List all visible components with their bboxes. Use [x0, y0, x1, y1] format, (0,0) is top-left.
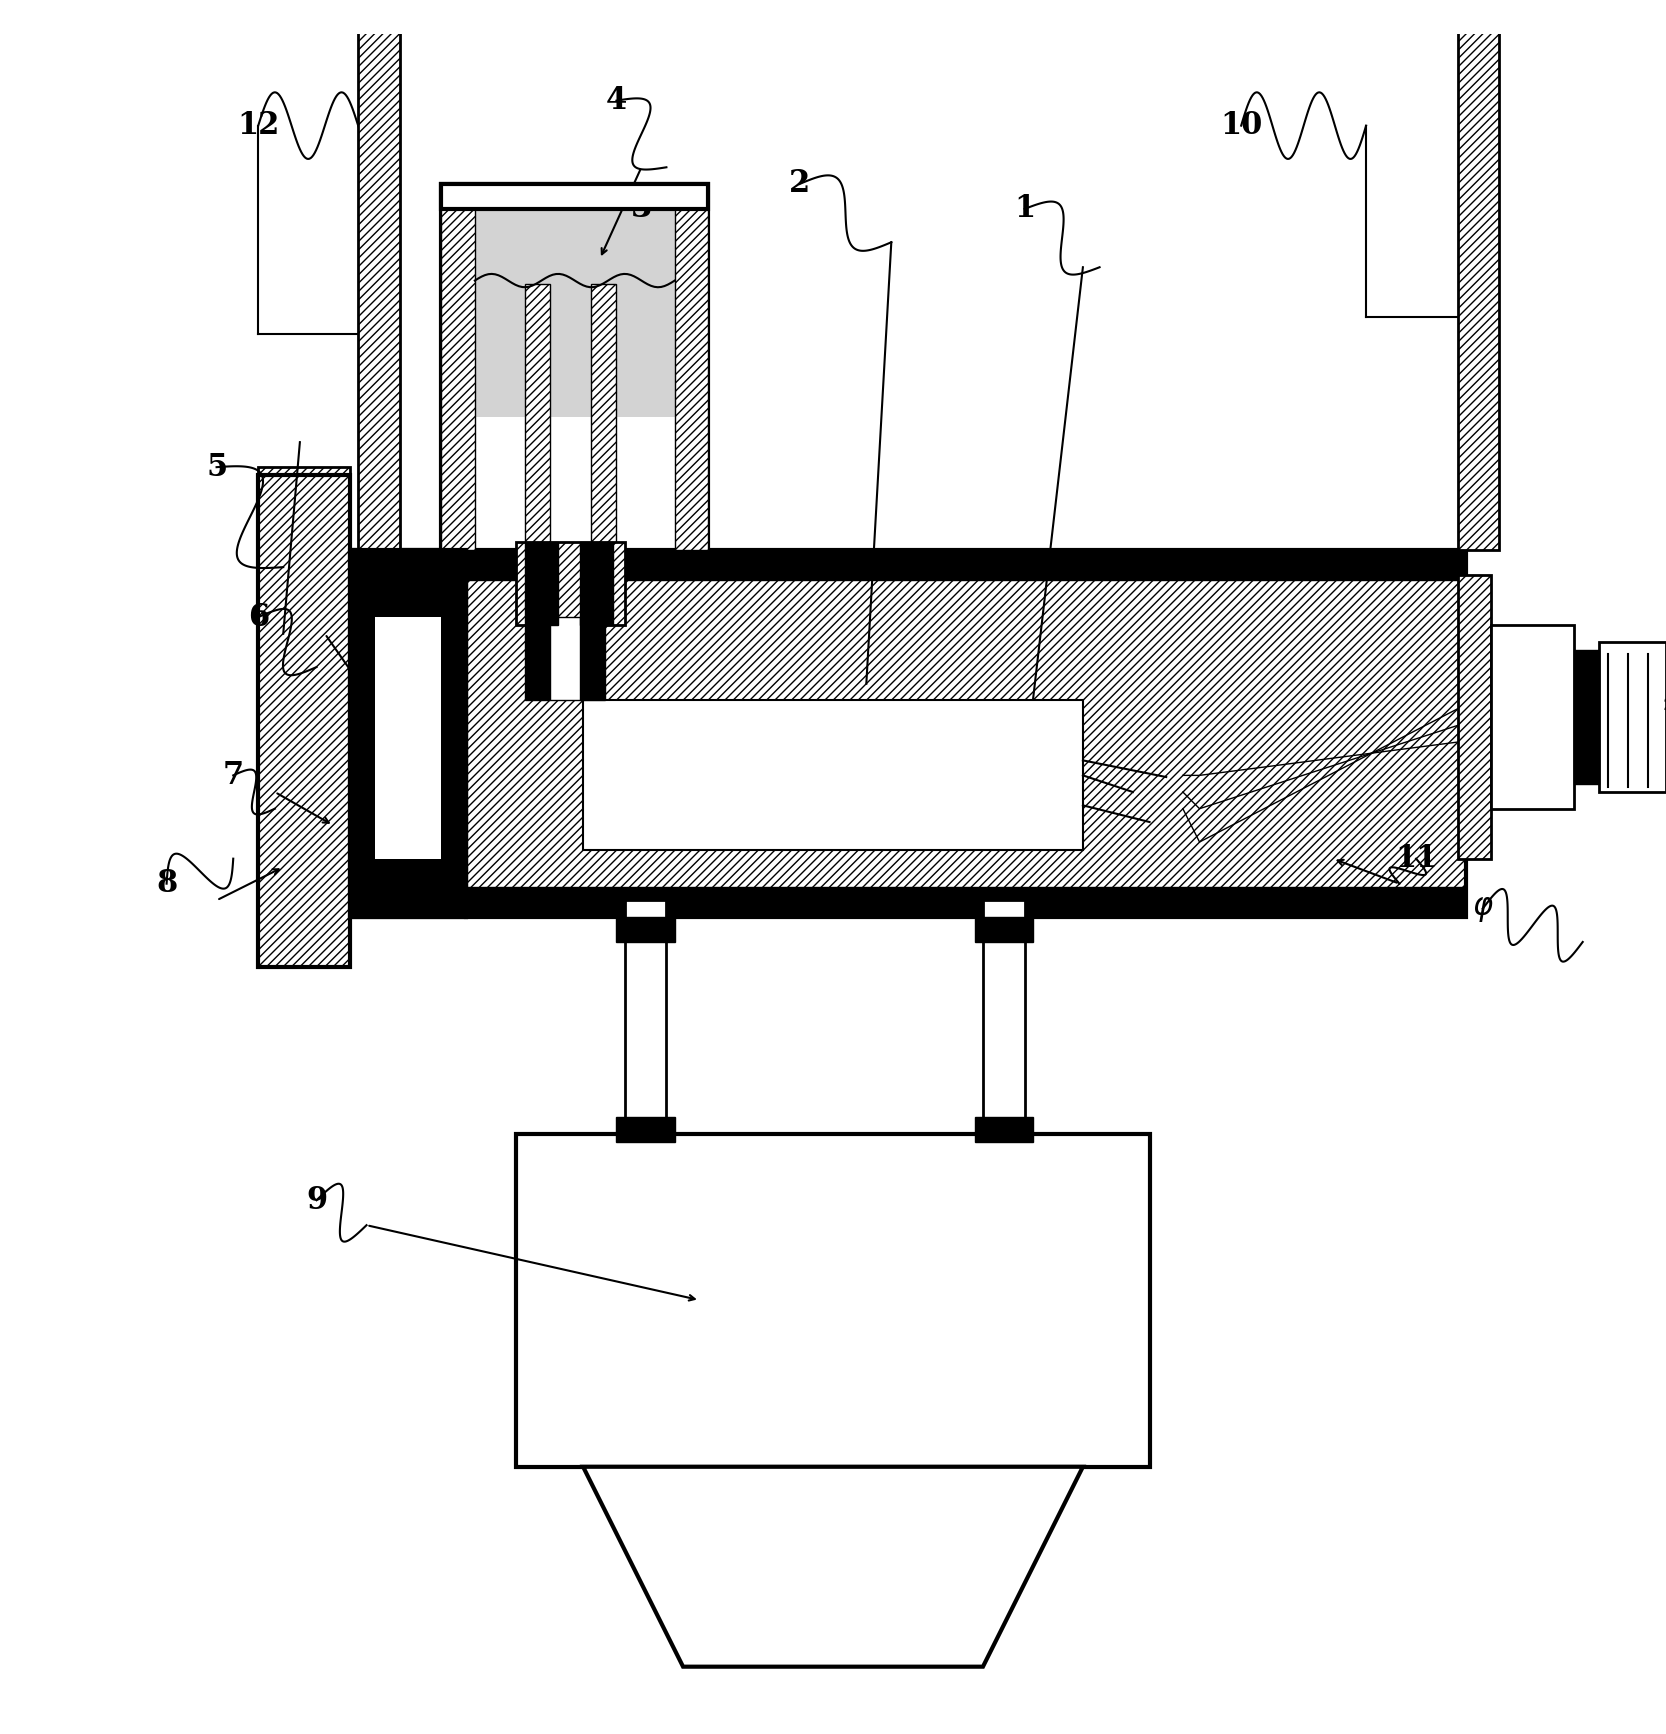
Bar: [350, 550, 466, 917]
Text: 12: 12: [237, 111, 280, 140]
Text: 5: 5: [207, 451, 227, 482]
Bar: [441, 184, 708, 550]
Bar: [591, 284, 616, 550]
Bar: [616, 1117, 675, 1143]
Bar: [258, 475, 350, 968]
Text: 3: 3: [631, 194, 651, 224]
Text: 8: 8: [157, 869, 177, 900]
Bar: [258, 475, 350, 968]
Text: 4: 4: [606, 85, 626, 116]
Bar: [466, 550, 1466, 581]
Bar: [350, 550, 466, 917]
Bar: [580, 543, 613, 626]
Bar: [1599, 642, 1666, 792]
Bar: [350, 550, 466, 917]
Bar: [1458, 576, 1491, 858]
Bar: [358, 17, 400, 550]
Text: 7: 7: [223, 759, 243, 791]
Bar: [583, 701, 1083, 850]
Bar: [616, 917, 675, 942]
Bar: [975, 1117, 1033, 1143]
Text: 1: 1: [1015, 194, 1035, 224]
Bar: [516, 1134, 1150, 1467]
Bar: [1491, 626, 1574, 808]
Text: 9: 9: [307, 1184, 327, 1216]
Text: 10: 10: [1220, 111, 1263, 140]
Bar: [375, 617, 441, 858]
Bar: [1458, 17, 1499, 550]
Bar: [975, 917, 1033, 942]
Polygon shape: [583, 1467, 1083, 1666]
Bar: [466, 888, 1466, 917]
Text: $\varphi$: $\varphi$: [1471, 893, 1494, 924]
Bar: [466, 550, 1466, 917]
Bar: [1574, 650, 1599, 784]
Bar: [580, 617, 605, 701]
Bar: [441, 184, 708, 208]
Bar: [516, 543, 625, 626]
Bar: [625, 900, 666, 1134]
Bar: [441, 184, 475, 550]
Bar: [675, 184, 708, 550]
Bar: [525, 284, 550, 550]
Bar: [525, 617, 550, 701]
Text: 11: 11: [1394, 843, 1438, 874]
Bar: [525, 543, 558, 626]
Bar: [258, 466, 350, 968]
Text: 6: 6: [248, 602, 268, 633]
Bar: [550, 617, 580, 701]
Text: 2: 2: [790, 168, 810, 199]
Bar: [983, 900, 1025, 1134]
Bar: [475, 208, 675, 418]
